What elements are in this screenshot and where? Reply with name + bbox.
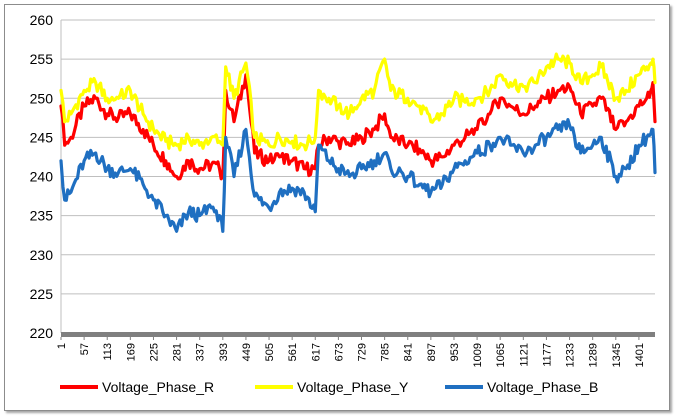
- y-tick-label: 245: [30, 129, 54, 145]
- y-tick-label: 235: [30, 208, 54, 224]
- x-tick-label: 1401: [634, 343, 646, 367]
- chart-frame: [4, 4, 670, 411]
- x-tick-label: 1289: [588, 343, 600, 367]
- x-tick-label: 225: [148, 343, 160, 361]
- x-tick-label: 1177: [541, 343, 553, 367]
- x-tick-label: 505: [264, 343, 276, 361]
- x-tick-label: 1345: [611, 343, 623, 367]
- y-tick-label: 260: [30, 12, 54, 28]
- legend-label: Voltage_Phase_Y: [297, 379, 409, 395]
- legend-label: Voltage_Phase_R: [102, 379, 214, 395]
- x-tick-label: 729: [357, 343, 369, 361]
- x-tick-label: 953: [449, 343, 461, 361]
- y-tick-label: 225: [30, 286, 54, 302]
- x-tick-label: 393: [218, 343, 230, 361]
- x-tick-label: 449: [241, 343, 253, 361]
- series-line-voltage-phase-r: [59, 73, 657, 181]
- legend-label: Voltage_Phase_B: [487, 379, 598, 395]
- x-tick-label: 281: [172, 343, 184, 361]
- x-axis-line: [61, 332, 655, 337]
- x-tick-label: 57: [79, 343, 91, 355]
- y-tick-label: 230: [30, 247, 54, 263]
- x-tick-label: 673: [333, 343, 345, 361]
- x-tick-label: 1065: [495, 343, 507, 367]
- y-tick-label: 240: [30, 169, 54, 185]
- x-tick-label: 113: [102, 343, 114, 361]
- x-tick-label: 561: [287, 343, 299, 361]
- x-tick-label: 897: [426, 343, 438, 361]
- x-tick-label: 169: [125, 343, 137, 361]
- series-line-voltage-phase-b: [59, 117, 657, 233]
- y-tick-label: 250: [30, 90, 54, 106]
- x-tick-label: 785: [380, 343, 392, 361]
- x-tick-label: 1: [56, 343, 68, 349]
- y-tick-label: 220: [30, 325, 54, 341]
- y-tick-label: 255: [30, 51, 54, 67]
- x-tick-label: 1009: [472, 343, 484, 367]
- x-tick-label: 841: [403, 343, 415, 361]
- series-line-voltage-phase-y: [59, 52, 657, 152]
- x-tick-label: 337: [195, 343, 207, 361]
- x-tick-label: 1233: [565, 343, 577, 367]
- x-tick-label: 1121: [518, 343, 530, 367]
- x-tick-label: 617: [310, 343, 322, 361]
